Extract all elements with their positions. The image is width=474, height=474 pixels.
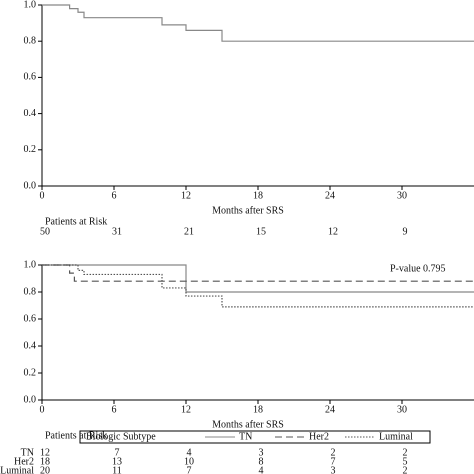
risk-count: 9 [403,226,408,237]
x-tick-label: 0 [40,404,45,415]
y-tick-label: 1.0 [24,0,37,10]
x-axis-label: Months after SRS [212,419,284,430]
risk-count: 11 [112,465,122,474]
risk-count: 10 [184,456,194,467]
y-tick-label: 0.4 [24,340,37,351]
y-tick-label: 0.8 [24,35,37,46]
legend-title: Biologic Subtype [86,431,156,442]
risk-count: 8 [259,456,264,467]
risk-count: 18 [40,456,50,467]
risk-count: 12 [328,226,338,237]
risk-count: 21 [184,226,194,237]
risk-count: 7 [115,447,120,458]
x-tick-label: 18 [253,190,263,201]
risk-count: 2 [403,447,408,458]
risk-count: 3 [331,465,336,474]
risk-count: 3 [259,447,264,458]
survival-curve [42,264,474,293]
risk-row-label: TN [21,447,34,458]
legend-label: TN [239,431,252,442]
risk-count: 7 [187,465,192,474]
x-tick-label: 24 [325,190,335,201]
y-tick-label: 0.6 [24,313,37,324]
risk-count: 7 [331,456,336,467]
y-tick-label: 1.0 [24,259,37,270]
risk-row-label: Her2 [14,456,34,467]
x-tick-label: 18 [253,404,263,415]
y-tick-label: 0.8 [24,286,37,297]
annotation: P-value 0.795 [390,263,446,274]
x-axis-label: Months after SRS [212,205,284,216]
y-tick-label: 0.0 [24,180,37,191]
x-tick-label: 6 [112,404,117,415]
risk-count: 20 [40,465,50,474]
y-tick-label: 0.6 [24,72,37,83]
legend-label: Luminal [379,431,413,442]
risk-title: Patients at Risk [45,430,107,441]
x-tick-label: 12 [181,190,191,201]
risk-count: 5 [403,456,408,467]
risk-count: 13 [112,456,122,467]
risk-count: 12 [40,447,50,458]
legend-label: Her2 [309,431,329,442]
x-tick-label: 6 [112,190,117,201]
risk-count: 4 [259,465,264,474]
x-tick-label: 0 [40,190,45,201]
risk-row-label: Luminal [0,465,34,474]
risk-count: 50 [40,226,50,237]
x-tick-label: 30 [397,404,407,415]
y-tick-label: 0.2 [24,367,37,378]
survival-curve [42,264,474,282]
y-tick-label: 0.2 [24,144,37,155]
risk-count: 31 [112,226,122,237]
survival-curve [42,4,474,42]
risk-count: 2 [403,465,408,474]
x-tick-label: 24 [325,404,335,415]
y-tick-label: 0.4 [24,108,37,119]
risk-count: 4 [187,447,192,458]
legend-box [79,430,431,444]
x-tick-label: 12 [181,404,191,415]
x-tick-label: 30 [397,190,407,201]
risk-title: Patients at Risk [45,216,107,227]
risk-count: 2 [331,447,336,458]
risk-count: 15 [256,226,266,237]
y-tick-label: 0.0 [24,394,37,405]
survival-curve [42,264,474,308]
